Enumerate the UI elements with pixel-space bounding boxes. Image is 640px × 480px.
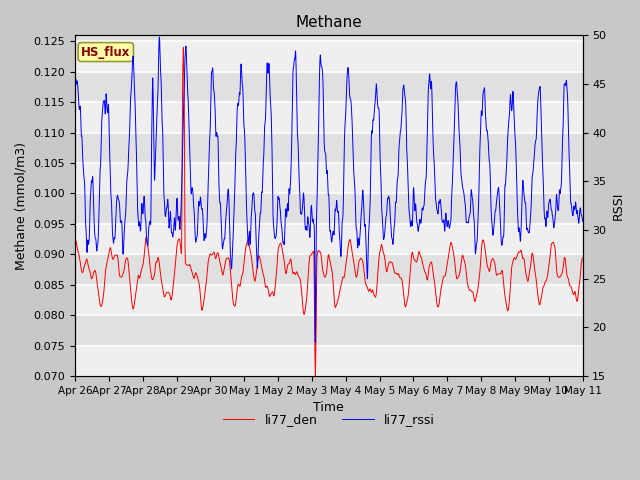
li77_rssi — [71, 78, 79, 84]
li77_rssi — [288, 132, 296, 138]
Line: li77_den: li77_den — [75, 48, 582, 376]
Title: Methane: Methane — [296, 15, 362, 30]
li77_den — [515, 250, 522, 255]
Bar — [75, 285, 582, 315]
Legend: li77_den, li77_rssi: li77_den, li77_rssi — [218, 408, 440, 431]
Bar — [75, 346, 582, 376]
li77_rssi — [312, 339, 319, 345]
Bar — [75, 163, 582, 193]
li77_rssi — [156, 34, 163, 40]
li77_den — [159, 288, 167, 293]
Text: HS_flux: HS_flux — [81, 46, 131, 59]
li77_den — [179, 45, 187, 50]
X-axis label: Time: Time — [314, 401, 344, 414]
li77_den — [129, 306, 137, 312]
Line: li77_rssi: li77_rssi — [75, 37, 582, 342]
li77_den — [569, 290, 577, 296]
li77_den — [579, 255, 586, 261]
li77_rssi — [515, 226, 522, 232]
li77_den — [266, 293, 274, 299]
li77_den — [288, 263, 296, 269]
li77_den — [312, 373, 319, 379]
Y-axis label: RSSI: RSSI — [612, 192, 625, 220]
Bar — [75, 224, 582, 254]
li77_rssi — [569, 213, 577, 219]
Bar — [75, 41, 582, 72]
li77_rssi — [579, 218, 586, 224]
Y-axis label: Methane (mmol/m3): Methane (mmol/m3) — [15, 142, 28, 270]
li77_rssi — [129, 54, 137, 60]
li77_rssi — [159, 154, 167, 160]
li77_den — [71, 239, 79, 244]
li77_rssi — [266, 84, 274, 90]
Bar — [75, 102, 582, 132]
